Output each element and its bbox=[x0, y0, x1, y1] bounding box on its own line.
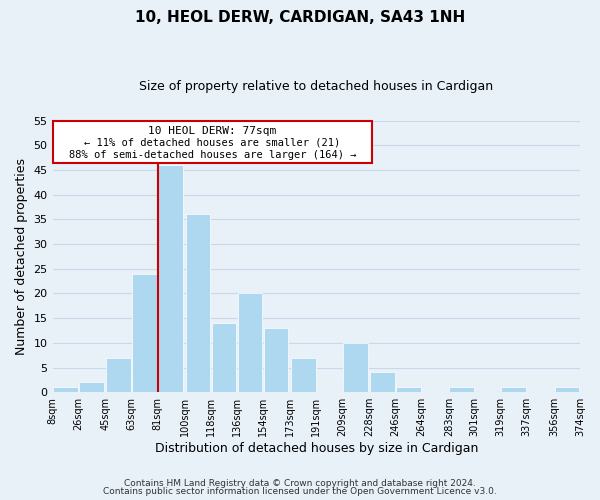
Bar bbox=[370, 372, 395, 392]
Text: 88% of semi-detached houses are larger (164) →: 88% of semi-detached houses are larger (… bbox=[69, 150, 356, 160]
Bar bbox=[53, 388, 78, 392]
Bar bbox=[158, 165, 183, 392]
Bar bbox=[291, 358, 316, 392]
FancyBboxPatch shape bbox=[53, 120, 373, 162]
Bar bbox=[186, 214, 211, 392]
Bar bbox=[106, 358, 131, 392]
Bar bbox=[79, 382, 104, 392]
Title: Size of property relative to detached houses in Cardigan: Size of property relative to detached ho… bbox=[139, 80, 493, 93]
X-axis label: Distribution of detached houses by size in Cardigan: Distribution of detached houses by size … bbox=[155, 442, 478, 455]
Text: Contains public sector information licensed under the Open Government Licence v3: Contains public sector information licen… bbox=[103, 487, 497, 496]
Y-axis label: Number of detached properties: Number of detached properties bbox=[15, 158, 28, 355]
Bar bbox=[502, 388, 526, 392]
Bar bbox=[263, 328, 289, 392]
Text: 10, HEOL DERW, CARDIGAN, SA43 1NH: 10, HEOL DERW, CARDIGAN, SA43 1NH bbox=[135, 10, 465, 25]
Bar bbox=[212, 323, 236, 392]
Bar bbox=[238, 294, 262, 392]
Bar bbox=[133, 274, 157, 392]
Bar bbox=[396, 388, 421, 392]
Bar bbox=[449, 388, 474, 392]
Text: Contains HM Land Registry data © Crown copyright and database right 2024.: Contains HM Land Registry data © Crown c… bbox=[124, 478, 476, 488]
Text: ← 11% of detached houses are smaller (21): ← 11% of detached houses are smaller (21… bbox=[85, 138, 341, 147]
Bar bbox=[343, 343, 368, 392]
Bar bbox=[554, 388, 580, 392]
Text: 10 HEOL DERW: 77sqm: 10 HEOL DERW: 77sqm bbox=[148, 126, 277, 136]
